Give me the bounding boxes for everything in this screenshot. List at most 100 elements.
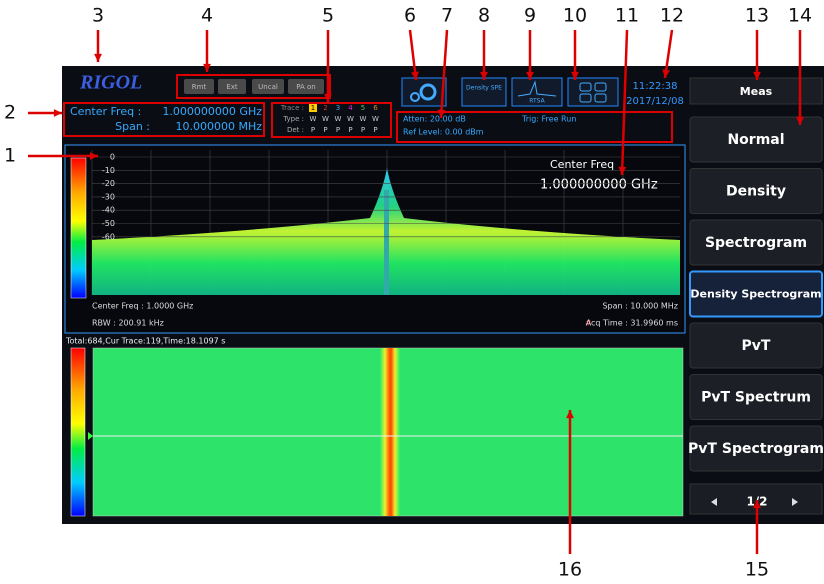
trace-label: Trace : xyxy=(280,104,304,112)
menu-button[interactable] xyxy=(689,270,823,318)
page-left[interactable] xyxy=(711,498,717,506)
callout-number: 4 xyxy=(201,5,213,27)
date: 2017/12/08 xyxy=(626,96,684,107)
status-button[interactable] xyxy=(288,79,324,94)
callout-number: 14 xyxy=(788,5,812,27)
trig: Trig: Free Run xyxy=(521,115,576,124)
page-right[interactable] xyxy=(792,498,798,506)
trace-number: 4 xyxy=(348,104,353,112)
menu-item: PvT Spectrum xyxy=(701,390,811,406)
logo: RIGOL xyxy=(79,72,142,94)
callout-arrowhead xyxy=(437,109,446,118)
status-button[interactable] xyxy=(252,79,284,94)
callout-number: 12 xyxy=(660,5,684,27)
marker-value: 1.000000000 GHz xyxy=(540,178,658,193)
trace-number: 2 xyxy=(323,104,327,112)
center-freq-value: 1.000000000 GHz xyxy=(162,105,262,118)
callout-number: 2 xyxy=(4,102,16,124)
status-button-label: Rmt xyxy=(192,83,207,91)
trace-det: P xyxy=(311,126,315,134)
menu-button[interactable] xyxy=(689,116,823,163)
spectrogram-status: Total:684,Cur Trace:119,Time:18.1097 s xyxy=(65,337,225,346)
callout-number: 13 xyxy=(745,5,769,27)
callout-number: 8 xyxy=(478,5,490,27)
span-label: Span : xyxy=(115,120,150,133)
y-tick-label: -10 xyxy=(102,166,115,175)
status-button-label: Uncal xyxy=(258,83,278,91)
trace-type: W xyxy=(322,115,329,123)
menu-item: Density xyxy=(726,184,786,200)
center-freq-label: Center Freq : xyxy=(70,105,141,118)
callout-number: 16 xyxy=(558,559,582,581)
trace-det: P xyxy=(323,126,327,134)
trace-det: P xyxy=(361,126,365,134)
callout-arrowhead xyxy=(526,71,534,80)
status-button-label: Ext xyxy=(226,83,238,91)
color-bar xyxy=(70,157,87,299)
callout-arrowhead xyxy=(203,63,211,72)
footer-center: Center Freq : 1.0000 GHz xyxy=(92,302,193,311)
trace-det: P xyxy=(336,126,340,134)
callout-arrowhead xyxy=(53,109,62,117)
menu-button[interactable] xyxy=(689,425,823,472)
menu-button[interactable] xyxy=(689,168,823,214)
trace-active xyxy=(309,104,317,112)
y-tick-label: 0 xyxy=(110,153,115,162)
footer-span: Span : 10.000 MHz xyxy=(602,302,678,311)
trace-type: W xyxy=(360,115,367,123)
menu-item: PvT Spectrogram xyxy=(688,441,824,457)
y-tick-label: -30 xyxy=(102,192,115,201)
mode-icon-label: Density SPE xyxy=(466,85,502,92)
footer-acq: Acq Time : 31.9960 ms xyxy=(586,319,678,328)
trace-number: 5 xyxy=(361,104,365,112)
rtsa-glyph xyxy=(517,80,557,97)
menu-item: Normal xyxy=(727,132,784,148)
y-tick-label: -40 xyxy=(102,206,115,215)
trace-type: W xyxy=(347,115,354,123)
menu-button[interactable] xyxy=(689,219,823,266)
callout-box xyxy=(176,74,331,99)
callout-arrowhead xyxy=(94,53,102,62)
callout-arrowhead xyxy=(753,500,761,509)
callout-arrowhead xyxy=(662,69,671,78)
y-tick-label: -20 xyxy=(102,179,115,188)
layout-glyph xyxy=(579,93,592,103)
callout-number: 15 xyxy=(745,559,769,581)
spectrogram-peak xyxy=(380,348,400,516)
callout-box xyxy=(63,102,265,137)
callout-arrowhead xyxy=(324,93,332,102)
callout-arrowhead xyxy=(89,152,98,160)
color-bar xyxy=(70,347,86,517)
density-peak xyxy=(384,190,389,295)
layout-glyph xyxy=(579,82,592,92)
callout-number: 1 xyxy=(4,145,16,167)
layout-glyph xyxy=(594,82,607,92)
footer-rbw: RBW : 200.91 kHz xyxy=(92,319,164,328)
layout-icon[interactable] xyxy=(567,77,619,107)
callout-arrow xyxy=(408,29,418,81)
status-button[interactable] xyxy=(218,79,246,94)
callout-arrowhead xyxy=(571,71,579,80)
trace-number: 6 xyxy=(373,104,378,112)
menu-title: Meas xyxy=(740,85,773,98)
det-label: Det : xyxy=(287,126,304,134)
callout-arrowhead xyxy=(480,71,488,80)
ref-level: Ref Level: 0.00 dBm xyxy=(403,128,484,137)
callout-arrowhead xyxy=(411,71,419,80)
callout-box xyxy=(271,102,392,138)
menu-button[interactable] xyxy=(689,374,823,420)
trace-type: W xyxy=(335,115,342,123)
callout-number: 10 xyxy=(563,5,587,27)
settings-icon[interactable] xyxy=(401,77,447,107)
mode-icon[interactable] xyxy=(461,77,507,107)
menu-button[interactable] xyxy=(689,322,823,369)
status-button[interactable] xyxy=(184,79,214,94)
trace-type: W xyxy=(372,115,379,123)
rtsa-icon-label: RTSA xyxy=(529,98,545,105)
callout-arrowhead xyxy=(566,410,574,419)
callout-number: 11 xyxy=(615,5,639,27)
trace-number: 1 xyxy=(311,104,315,112)
callout-number: 5 xyxy=(322,5,334,27)
status-button-label: PA on xyxy=(296,83,316,91)
